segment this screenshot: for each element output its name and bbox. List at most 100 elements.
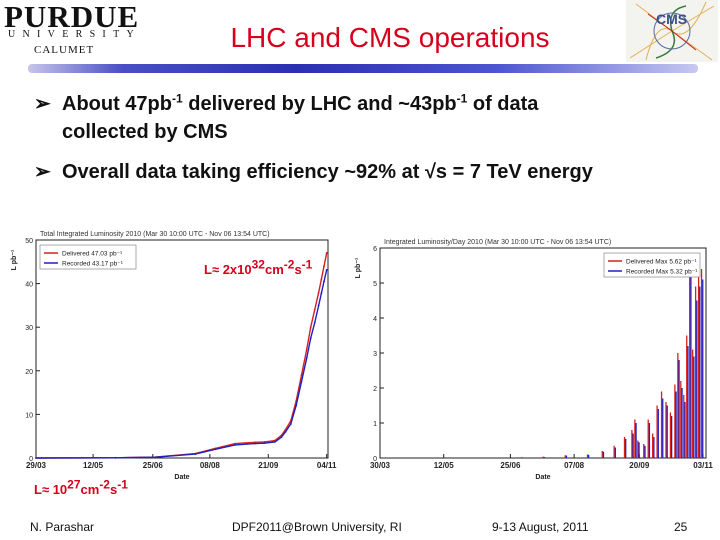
legend-entry: Delivered Max 5.62 pb⁻¹ bbox=[626, 259, 697, 266]
arrow-bullet-icon: ➢ bbox=[34, 93, 51, 115]
legend-box bbox=[603, 252, 701, 278]
plot-area bbox=[35, 239, 329, 459]
y-tick-label: 40 bbox=[25, 282, 33, 289]
logo-purdue-text: PURDUE bbox=[4, 0, 140, 34]
x-tick-label: 12/05 bbox=[83, 461, 104, 470]
x-tick-label: 30/03 bbox=[370, 461, 391, 470]
y-tick-label: 20 bbox=[25, 369, 33, 376]
footer-author: N. Parashar bbox=[30, 520, 95, 534]
slide-title: LHC and CMS operations bbox=[230, 22, 550, 53]
legend-entry: Recorded Max 5.32 pb⁻¹ bbox=[626, 269, 698, 276]
x-axis-label: Date bbox=[535, 474, 550, 481]
legend-entry: Recorded 43.17 pb⁻¹ bbox=[62, 261, 124, 268]
data-point-recorded bbox=[295, 404, 298, 407]
data-point-recorded bbox=[320, 292, 323, 295]
y-tick-label: 0 bbox=[29, 456, 33, 463]
cms-logo: CMS bbox=[626, 0, 718, 62]
legend-entry: Delivered 47.03 pb⁻¹ bbox=[62, 251, 123, 258]
annot-low-exp3: -1 bbox=[117, 477, 128, 492]
x-tick-label: 04/11 bbox=[317, 461, 337, 470]
data-point-recorded bbox=[305, 356, 308, 359]
data-point-delivered bbox=[323, 265, 325, 268]
bullet-1: ➢ About 47pb-1 delivered by LHC and ~43pb… bbox=[34, 91, 684, 117]
data-point-recorded bbox=[284, 430, 287, 433]
data-point-recorded bbox=[280, 436, 283, 438]
data-point-recorded bbox=[309, 337, 312, 339]
plot-area bbox=[379, 247, 707, 459]
y-tick-label: 10 bbox=[25, 412, 33, 419]
data-point-recorded bbox=[274, 440, 276, 443]
bullet-1-post: of data bbox=[467, 93, 539, 115]
y-tick-label: 2 bbox=[373, 386, 377, 393]
integrated-luminosity-chart: Total Integrated Luminosity 2010 (Mar 30… bbox=[11, 231, 337, 480]
y-tick-label: 0 bbox=[373, 456, 377, 463]
title-underline-bar bbox=[28, 64, 698, 73]
bullet-2: ➢ Overall data taking efficiency ~92% at … bbox=[34, 159, 714, 185]
arrow-bullet-icon: ➢ bbox=[34, 161, 51, 183]
footer-dates: 9-13 August, 2011 bbox=[492, 520, 589, 534]
annot-high-s: s bbox=[294, 262, 302, 277]
y-axis-label: L pb⁻¹ bbox=[355, 257, 362, 278]
x-axis-label: Date bbox=[174, 474, 189, 480]
data-point-recorded bbox=[214, 448, 217, 451]
annot-high-exp3: -1 bbox=[301, 257, 313, 272]
data-point-recorded bbox=[234, 444, 236, 446]
chart-title: Total Integrated Luminosity 2010 (Mar 30… bbox=[40, 231, 270, 238]
data-point-recorded bbox=[254, 442, 256, 445]
footer-page-number: 25 bbox=[674, 520, 688, 534]
data-point-recorded bbox=[323, 280, 325, 283]
data-point-recorded bbox=[114, 456, 117, 459]
data-point-recorded bbox=[300, 380, 303, 383]
y-tick-label: 5 bbox=[373, 281, 377, 288]
purdue-calumet-logo: PURDUE UNIVERSITY CALUMET bbox=[2, 0, 138, 58]
annotation-initial-luminosity: L≈ 1027cm-2s-1 bbox=[34, 479, 128, 497]
bullet-1-line2: collected by CMS bbox=[62, 121, 228, 143]
y-tick-label: 30 bbox=[25, 325, 33, 332]
data-point-recorded bbox=[263, 442, 266, 445]
data-point-recorded bbox=[289, 423, 292, 425]
bullet-1-pre: About 47pb bbox=[62, 93, 172, 115]
y-tick-label: 3 bbox=[373, 351, 377, 358]
footer-conference: DPF2011@Brown University, RI bbox=[232, 520, 402, 534]
data-point-recorded bbox=[313, 321, 316, 324]
annot-low-unit: cm bbox=[80, 482, 100, 497]
annot-high-exp2: -2 bbox=[283, 257, 295, 272]
chart-title: Integrated Luminosity/Day 2010 (Mar 30 1… bbox=[384, 239, 611, 246]
y-tick-label: 50 bbox=[25, 238, 33, 245]
data-point-delivered bbox=[309, 326, 312, 329]
data-point-delivered bbox=[263, 440, 266, 443]
x-tick-label: 07/08 bbox=[564, 461, 585, 470]
annotation-peak-luminosity: L≈ 2x1032cm-2s-1 bbox=[204, 259, 312, 277]
data-point-recorded bbox=[154, 456, 157, 459]
x-tick-label: 03/11 bbox=[693, 461, 713, 470]
data-point-delivered bbox=[305, 348, 308, 350]
data-point-delivered bbox=[313, 308, 316, 311]
annot-high-exp1: 32 bbox=[251, 257, 265, 272]
luminosity-per-day-chart: Integrated Luminosity/Day 2010 (Mar 30 1… bbox=[355, 239, 713, 481]
x-tick-label: 29/03 bbox=[26, 461, 47, 470]
bullet-1-sup2: -1 bbox=[456, 91, 468, 106]
annot-low-exp2: -2 bbox=[99, 477, 110, 492]
annot-low-base: L≈ 10 bbox=[34, 482, 68, 497]
y-axis-label: L pb⁻¹ bbox=[11, 249, 18, 270]
data-point-recorded bbox=[194, 453, 197, 455]
annot-low-exp1: 27 bbox=[67, 477, 81, 492]
data-point-recorded bbox=[35, 457, 37, 459]
x-tick-label: 21/09 bbox=[258, 461, 279, 470]
x-tick-label: 25/06 bbox=[500, 461, 521, 470]
bullet-1-sup1: -1 bbox=[172, 91, 183, 106]
bullet-2-text: Overall data taking efficiency ~92% at √… bbox=[62, 161, 593, 183]
x-tick-label: 20/09 bbox=[629, 461, 650, 470]
data-point-recorded bbox=[317, 304, 320, 307]
data-point-delivered bbox=[325, 252, 328, 254]
logo-university-text: UNIVERSITY bbox=[8, 29, 141, 40]
y-tick-label: 4 bbox=[373, 316, 377, 323]
annot-high-base: L≈ 2x10 bbox=[204, 262, 252, 277]
data-point-recorded bbox=[325, 268, 328, 271]
y-tick-label: 1 bbox=[373, 421, 377, 428]
x-tick-label: 25/06 bbox=[143, 461, 164, 470]
annot-low-s: s bbox=[109, 482, 118, 497]
x-tick-label: 12/05 bbox=[434, 461, 455, 470]
annot-high-unit: cm bbox=[264, 262, 284, 277]
legend-box bbox=[39, 244, 137, 270]
